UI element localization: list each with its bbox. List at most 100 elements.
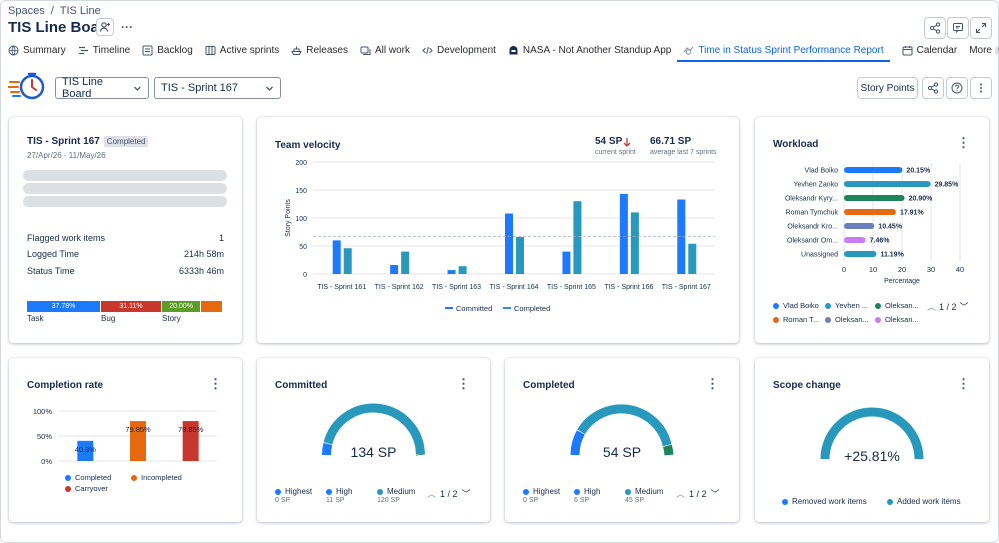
work-type-labels: Task Bug Story <box>27 314 223 324</box>
tab-more[interactable]: More9+ <box>963 41 999 59</box>
legend-item: Oleksan... <box>875 301 919 310</box>
add-people-button[interactable] <box>96 18 114 36</box>
x-tick-label: 20 <box>898 265 906 274</box>
pager-next-button[interactable]: ﹀ <box>959 302 969 312</box>
feedback-button[interactable] <box>947 17 969 39</box>
velocity-bar <box>343 248 352 274</box>
legend-dot <box>825 302 831 309</box>
velocity-bar <box>562 251 571 274</box>
completion-menu-button[interactable]: ⋮ <box>209 376 222 391</box>
sprint-select-value: TIS - Sprint 167 <box>161 82 239 94</box>
data-label: 79.85% <box>125 425 151 434</box>
committed-title: Committed <box>275 380 328 391</box>
workload-bar <box>844 237 866 243</box>
tab-time-in-status-report[interactable]: Time in Status Sprint Performance Report <box>677 41 890 62</box>
fullscreen-button[interactable] <box>970 17 992 39</box>
completed-gauge <box>570 404 674 456</box>
tab-all-work[interactable]: All work <box>354 41 416 59</box>
velocity-bar <box>458 266 467 274</box>
velocity-bar <box>688 243 697 274</box>
sprint-select[interactable]: TIS - Sprint 167 <box>154 77 281 99</box>
board-select[interactable]: TIS Line Board <box>55 76 149 100</box>
legend-item: Oleksan... <box>825 315 869 324</box>
tab-nasa-app[interactable]: NASA - Not Another Standup App <box>502 41 677 59</box>
share-icon <box>929 22 941 34</box>
pager-next-button[interactable]: ﹀ <box>710 489 720 499</box>
pager-prev-button[interactable]: ︿ <box>676 489 686 499</box>
committed-menu-button[interactable]: ⋮ <box>457 376 470 391</box>
completion-title: Completion rate <box>27 380 104 391</box>
help-button[interactable] <box>946 77 968 99</box>
tab-calendar[interactable]: Calendar <box>896 41 964 59</box>
legend-medium: Medium <box>625 487 663 496</box>
scope-gauge <box>820 407 924 460</box>
legend-label: Roman T... <box>783 315 820 324</box>
pager-text: 1 / 2 <box>689 488 707 499</box>
tab-summary[interactable]: Summary <box>2 41 72 59</box>
breakdown-segment: 31.11% <box>101 301 163 312</box>
sprint-title: TIS - Sprint 167 <box>27 136 100 147</box>
velocity-bar <box>516 237 524 274</box>
report-share-button[interactable] <box>922 77 944 99</box>
legend-dot <box>782 498 788 505</box>
tab-active-sprints[interactable]: Active sprints <box>199 41 285 59</box>
stat-label-status-time: Status Time <box>27 266 75 276</box>
y-axis-title: Story Points <box>285 199 292 237</box>
x-tick-label: TIS - Sprint 164 <box>489 284 538 291</box>
legend-value: 0 SP <box>275 497 291 504</box>
velocity-chart: 0 50 100 150 200 Story Points TIS - Sprint 161… <box>285 160 715 313</box>
workload-bar <box>844 209 896 215</box>
breakdown-segment: 37.78% <box>27 301 102 312</box>
workload-menu-button[interactable]: ⋮ <box>957 135 970 150</box>
y-tick-label: 150 <box>295 188 307 195</box>
sprint-status-badge: Completed <box>103 136 149 147</box>
breakdown-label: Story <box>162 314 181 323</box>
workload-bar <box>844 195 905 201</box>
velocity-bar <box>573 201 582 274</box>
committed-total: 134 SP <box>350 444 397 460</box>
tab-label: All work <box>374 44 410 56</box>
legend-item: Oleksan... <box>875 315 919 324</box>
x-tick-label: 10 <box>869 265 877 274</box>
tab-development[interactable]: Development <box>416 41 502 59</box>
legend-item: Completed <box>65 473 111 482</box>
legend-label: Completed <box>75 473 112 482</box>
legend-label: Completed <box>514 304 550 313</box>
story-points-button[interactable]: Story Points <box>857 77 918 99</box>
tab-releases[interactable]: Releases <box>285 41 354 59</box>
tab-backlog[interactable]: Backlog <box>136 41 199 59</box>
gauge-arc-high <box>570 430 585 456</box>
velocity-bar <box>505 213 513 274</box>
more-actions-button[interactable]: ··· <box>121 20 133 34</box>
pager-prev-button[interactable]: ︿ <box>427 489 437 499</box>
legend-label: Oleksan... <box>885 301 919 310</box>
tab-timeline[interactable]: Timeline <box>72 41 136 59</box>
share-button[interactable] <box>924 17 946 39</box>
skeleton-line <box>23 183 227 194</box>
workload-bar <box>844 167 903 173</box>
work-type-breakdown-bar: 37.78% 31.11% 20.00% <box>27 301 223 312</box>
scope-menu-button[interactable]: ⋮ <box>957 376 970 391</box>
chevron-down-icon <box>134 86 141 91</box>
legend-name: Removed work items <box>792 497 867 506</box>
report-more-button[interactable] <box>970 77 992 99</box>
category-label: Roman Tymchuk <box>786 210 839 217</box>
legend-name: Medium <box>635 487 664 496</box>
app-icon <box>508 45 519 56</box>
pager-next-button[interactable]: ﹀ <box>461 489 471 499</box>
pager-prev-button[interactable]: ︿ <box>927 302 937 312</box>
x-tick-label: 40 <box>956 265 964 274</box>
stat-label-logged: Logged Time <box>27 249 80 259</box>
breakdown-label: Task <box>27 314 44 323</box>
breadcrumb-spaces-link[interactable]: Spaces <box>8 5 45 17</box>
stat-value-flagged: 1 <box>218 233 224 243</box>
current-sprint-label: current sprint <box>595 149 636 156</box>
breadcrumb-current-link[interactable]: TIS Line <box>59 5 101 17</box>
completed-menu-button[interactable]: ⋮ <box>706 376 719 391</box>
tab-label: Active sprints <box>219 44 280 56</box>
data-label: 20.15% <box>906 168 931 175</box>
x-tick-label: TIS - Sprint 162 <box>375 284 424 291</box>
stopwatch-logo-icon <box>7 72 45 100</box>
legend-highest: Highest <box>523 487 560 496</box>
pager-text: 1 / 2 <box>939 302 957 312</box>
